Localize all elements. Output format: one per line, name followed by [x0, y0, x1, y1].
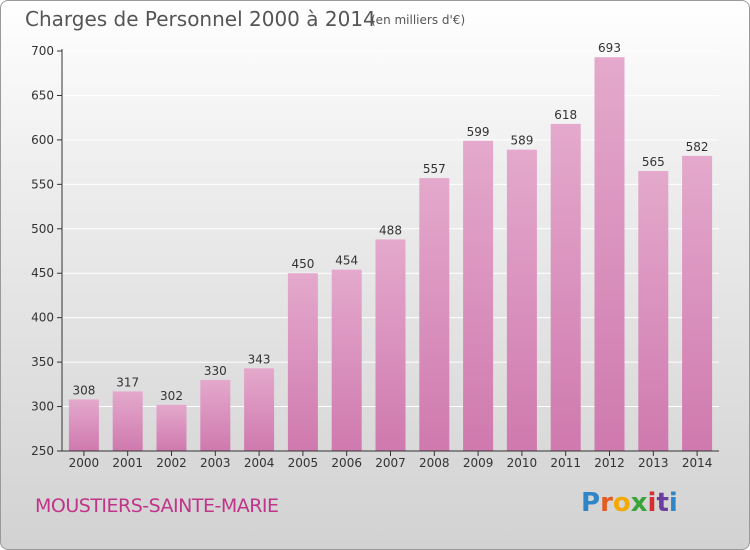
bar [463, 140, 494, 451]
x-tick-label: 2001 [112, 456, 143, 470]
data-label: 302 [160, 389, 183, 403]
y-tick-label: 650 [31, 88, 54, 102]
x-tick-label: 2012 [594, 456, 625, 470]
x-tick-label: 2006 [331, 456, 362, 470]
y-tick-label: 250 [31, 444, 54, 458]
y-tick-label: 400 [31, 311, 54, 325]
bar [68, 399, 99, 451]
town-name: MOUSTIERS-SAINTE-MARIE [35, 495, 279, 517]
bar [156, 404, 187, 451]
x-tick-label: 2010 [507, 456, 538, 470]
logo-letter: x [630, 488, 648, 518]
data-label: 343 [248, 352, 271, 366]
value-labels: 308 317 302 330 343 450 454 488 557 599 589 618 693 5… [72, 41, 708, 403]
logo-letter: t [656, 488, 669, 518]
data-label: 582 [686, 140, 709, 154]
bar [419, 178, 450, 451]
chart-title: Charges de Personnel 2000 à 2014 [25, 7, 376, 31]
y-tick-label: 350 [31, 355, 54, 369]
logo-letter: P [581, 488, 601, 518]
x-tick-label: 2013 [638, 456, 669, 470]
data-label: 565 [642, 155, 665, 169]
data-label: 693 [598, 41, 621, 55]
y-tick-label: 600 [31, 133, 54, 147]
data-label: 599 [467, 125, 490, 139]
y-tick-label: 550 [31, 177, 54, 191]
bar [331, 269, 362, 451]
axes: 250 300 350 400 450 500 550 600 650 700 2000 2001 20… [31, 44, 719, 470]
x-tick-label: 2003 [200, 456, 231, 470]
logo-letter: o [612, 488, 631, 518]
x-tick-label: 2008 [419, 456, 450, 470]
bar [200, 379, 231, 451]
bars [68, 57, 713, 451]
x-tick-label: 2009 [463, 456, 494, 470]
bar [594, 57, 625, 451]
bar [638, 171, 669, 451]
bar [287, 273, 318, 451]
data-label: 618 [554, 108, 577, 122]
y-tick-label: 500 [31, 222, 54, 236]
logo-letter: i [647, 488, 657, 518]
x-tick-label: 2004 [244, 456, 275, 470]
x-tick-label: 2014 [682, 456, 713, 470]
data-label: 308 [72, 383, 95, 397]
y-tick-label: 700 [31, 44, 54, 58]
x-tick-label: 2002 [156, 456, 187, 470]
logo-letter: r [600, 488, 613, 518]
x-tick-label: 2005 [288, 456, 319, 470]
chart-subtitle: (en milliers d'€) [371, 13, 466, 27]
data-label: 454 [335, 254, 358, 268]
y-tick-label: 450 [31, 266, 54, 280]
bar [682, 155, 713, 451]
bar [112, 391, 143, 451]
bar [550, 123, 581, 451]
x-tick-label: 2000 [69, 456, 100, 470]
data-label: 557 [423, 162, 446, 176]
bar [244, 368, 275, 451]
data-label: 450 [291, 257, 314, 271]
x-tick-label: 2007 [375, 456, 406, 470]
logo-letter: i [668, 488, 678, 518]
data-label: 589 [510, 134, 533, 148]
bar [506, 149, 537, 451]
x-tick-label: 2011 [550, 456, 581, 470]
data-label: 330 [204, 364, 227, 378]
bar [375, 239, 406, 451]
proxiti-logo[interactable]: Proxiti [581, 488, 678, 518]
data-label: 317 [116, 375, 139, 389]
data-label: 488 [379, 223, 402, 237]
y-tick-label: 300 [31, 400, 54, 414]
